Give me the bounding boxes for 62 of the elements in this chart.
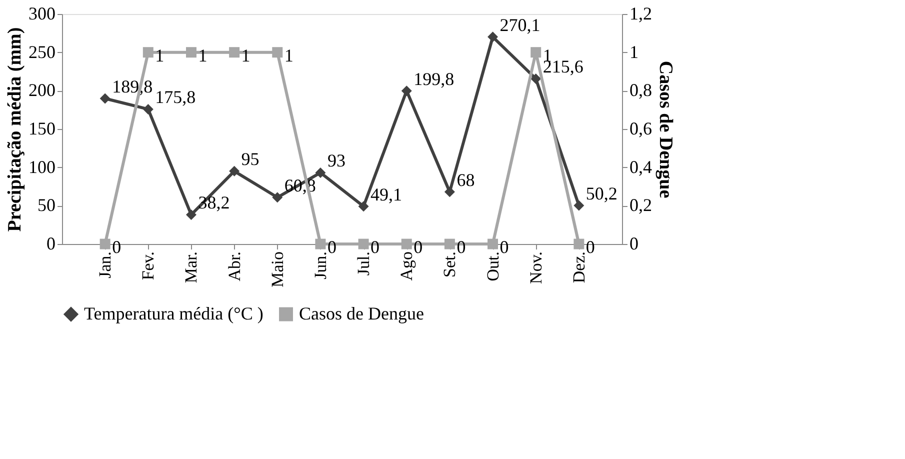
y2-tick-label: 1,2	[630, 4, 652, 24]
data-label: 0	[112, 237, 122, 257]
data-label: 1	[284, 45, 294, 66]
x-tick-label: Mar.	[182, 252, 201, 284]
y2-tick-label: 0,6	[630, 118, 652, 138]
point	[186, 209, 196, 220]
legend-label: Casos de Dengue	[299, 303, 424, 324]
legend-label: Temperatura média (°C )	[84, 303, 264, 324]
y-tick-label: 250	[28, 42, 56, 62]
x-tick-label: Maio	[268, 252, 287, 288]
y-tick-label: 0	[46, 234, 56, 254]
y-tick-label: 300	[28, 4, 56, 24]
data-label: 0	[414, 237, 423, 257]
x-tick-label: Set.	[440, 252, 460, 278]
point	[315, 167, 326, 178]
point	[444, 186, 455, 198]
point	[229, 166, 240, 176]
point	[530, 73, 542, 84]
data-label: 95	[241, 149, 260, 170]
y2-tick-label: 0,8	[630, 80, 652, 100]
data-label: 0	[370, 237, 380, 257]
y-tick-label: 200	[28, 80, 56, 100]
data-label: 50,2	[586, 184, 618, 204]
point	[401, 86, 412, 96]
x-tick-label: Abr.	[224, 252, 244, 282]
y-tick-label: 50	[38, 195, 56, 216]
point	[142, 104, 154, 114]
y2-tick-label: 0,4	[630, 156, 652, 177]
y-axis-title: Precipitação média (mm)	[4, 27, 26, 232]
data-label: 93	[327, 150, 346, 171]
y2-tick-label: 1	[630, 42, 638, 62]
y-tick-label: 150	[28, 118, 56, 138]
data-label: 0	[327, 237, 336, 257]
data-label: 0	[500, 237, 509, 257]
data-label: 270,1	[500, 14, 540, 35]
point	[488, 32, 498, 42]
x-tick-label: Jan.	[96, 252, 115, 278]
x-tick-label: Out.	[483, 252, 502, 282]
point	[574, 200, 584, 211]
data-label: 189,8	[112, 76, 153, 96]
data-label: 49,1	[370, 184, 402, 204]
x-tick-label: Jul.	[354, 252, 374, 276]
x-tick-label: Nov.	[526, 252, 546, 284]
data-label: 1	[155, 45, 164, 66]
data-label: 175,8	[155, 87, 196, 108]
y2-tick-label: 0,2	[630, 195, 652, 216]
y2-tick-label: 0	[630, 234, 638, 254]
point	[272, 192, 283, 203]
x-tick-label: Dez.	[569, 252, 588, 284]
data-label: 0	[456, 237, 466, 257]
point	[358, 201, 369, 212]
data-label: 1	[198, 45, 208, 66]
x-tick-label: Ago	[397, 252, 416, 281]
y2-axis-title: Casos de Dengue	[655, 60, 676, 198]
x-tick-label: Jun.	[310, 252, 330, 280]
y-tick-label: 100	[28, 156, 56, 177]
data-label: 1	[241, 45, 250, 66]
data-label: 68	[456, 170, 475, 190]
point	[100, 93, 110, 104]
data-label: 199,8	[414, 68, 454, 89]
data-label: 0	[586, 237, 595, 257]
x-tick-label: Fev.	[138, 252, 158, 280]
